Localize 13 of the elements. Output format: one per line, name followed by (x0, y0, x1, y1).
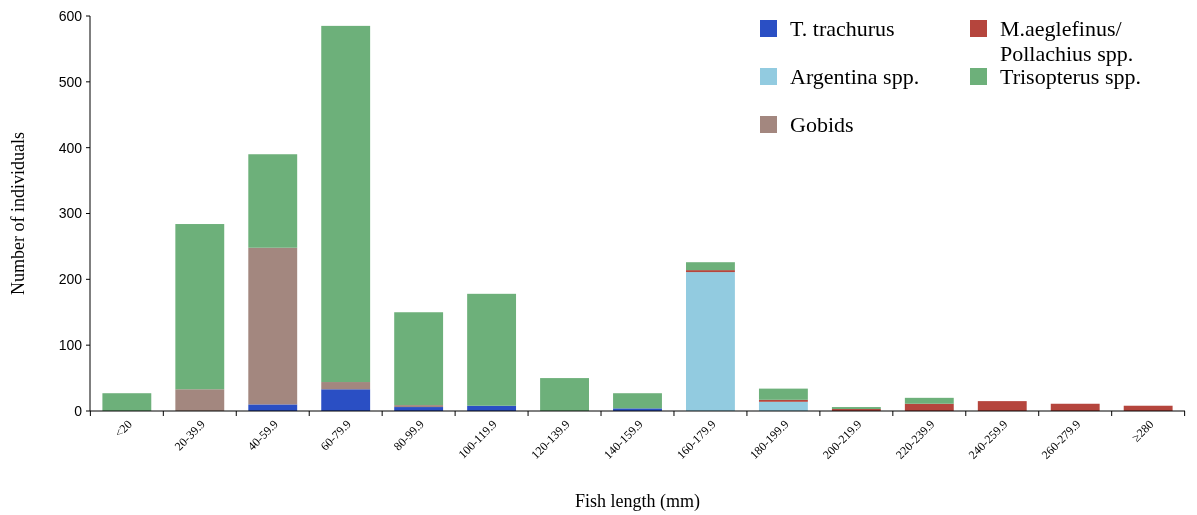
y-tick-label: 0 (74, 402, 83, 419)
legend-label: T. trachurus (790, 15, 895, 41)
x-tick-label: <20 (111, 417, 135, 441)
y-tick-label: 100 (58, 337, 83, 354)
y-tick-label: 200 (58, 271, 83, 288)
legend-label: Gobids (790, 111, 854, 137)
y-tick-label: 400 (58, 139, 83, 156)
y-axis-title: Number of individuals (8, 132, 28, 295)
y-tick-label: 500 (58, 73, 83, 90)
y-tick-label: 600 (58, 7, 83, 24)
x-axis-title: Fish length (mm) (575, 491, 700, 512)
legend-label: Argentina spp. (790, 63, 920, 89)
y-tick-label: 300 (58, 205, 83, 222)
